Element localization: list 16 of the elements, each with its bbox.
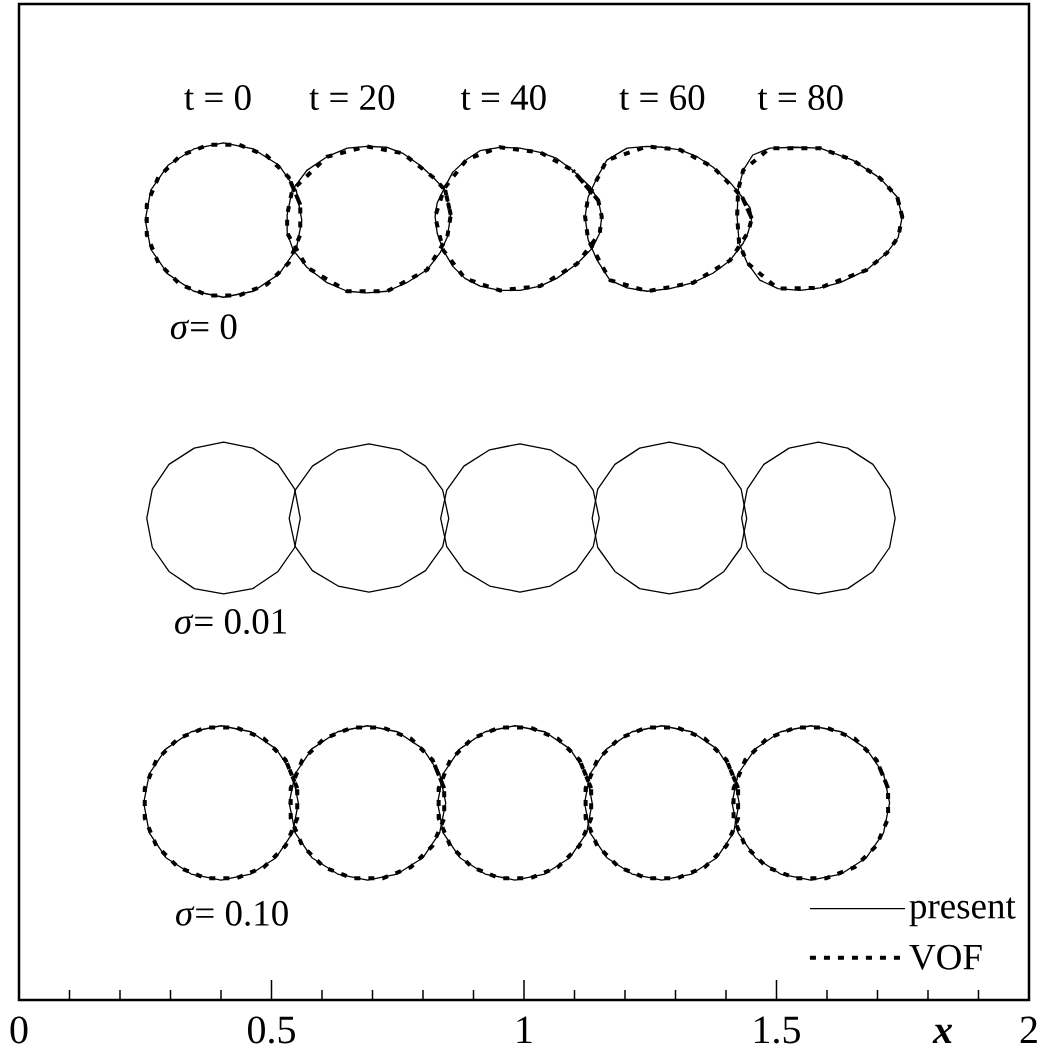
text: t = 40 bbox=[460, 85, 546, 111]
annotation: σ= 0.10 bbox=[176, 900, 288, 926]
x-tick-label: 1 bbox=[517, 1016, 532, 1043]
text: t = 0 bbox=[184, 85, 251, 111]
x-tick-label: 1.5 bbox=[755, 1016, 800, 1044]
text: t = 80 bbox=[757, 85, 843, 111]
x-tick-label: 0 bbox=[10, 1016, 28, 1044]
legend-label: present bbox=[909, 897, 1016, 927]
annotation: σ= 0 bbox=[170, 314, 237, 340]
x-tick-label: 2 bbox=[1020, 1016, 1037, 1043]
text: t = 20 bbox=[309, 85, 395, 111]
annotation: σ= 0.01 bbox=[175, 608, 287, 635]
x-axis-title: x bbox=[932, 1024, 953, 1043]
legend-label: VOF bbox=[909, 944, 982, 970]
text: t = 60 bbox=[619, 85, 705, 111]
x-tick-label: 0.5 bbox=[248, 1016, 295, 1044]
